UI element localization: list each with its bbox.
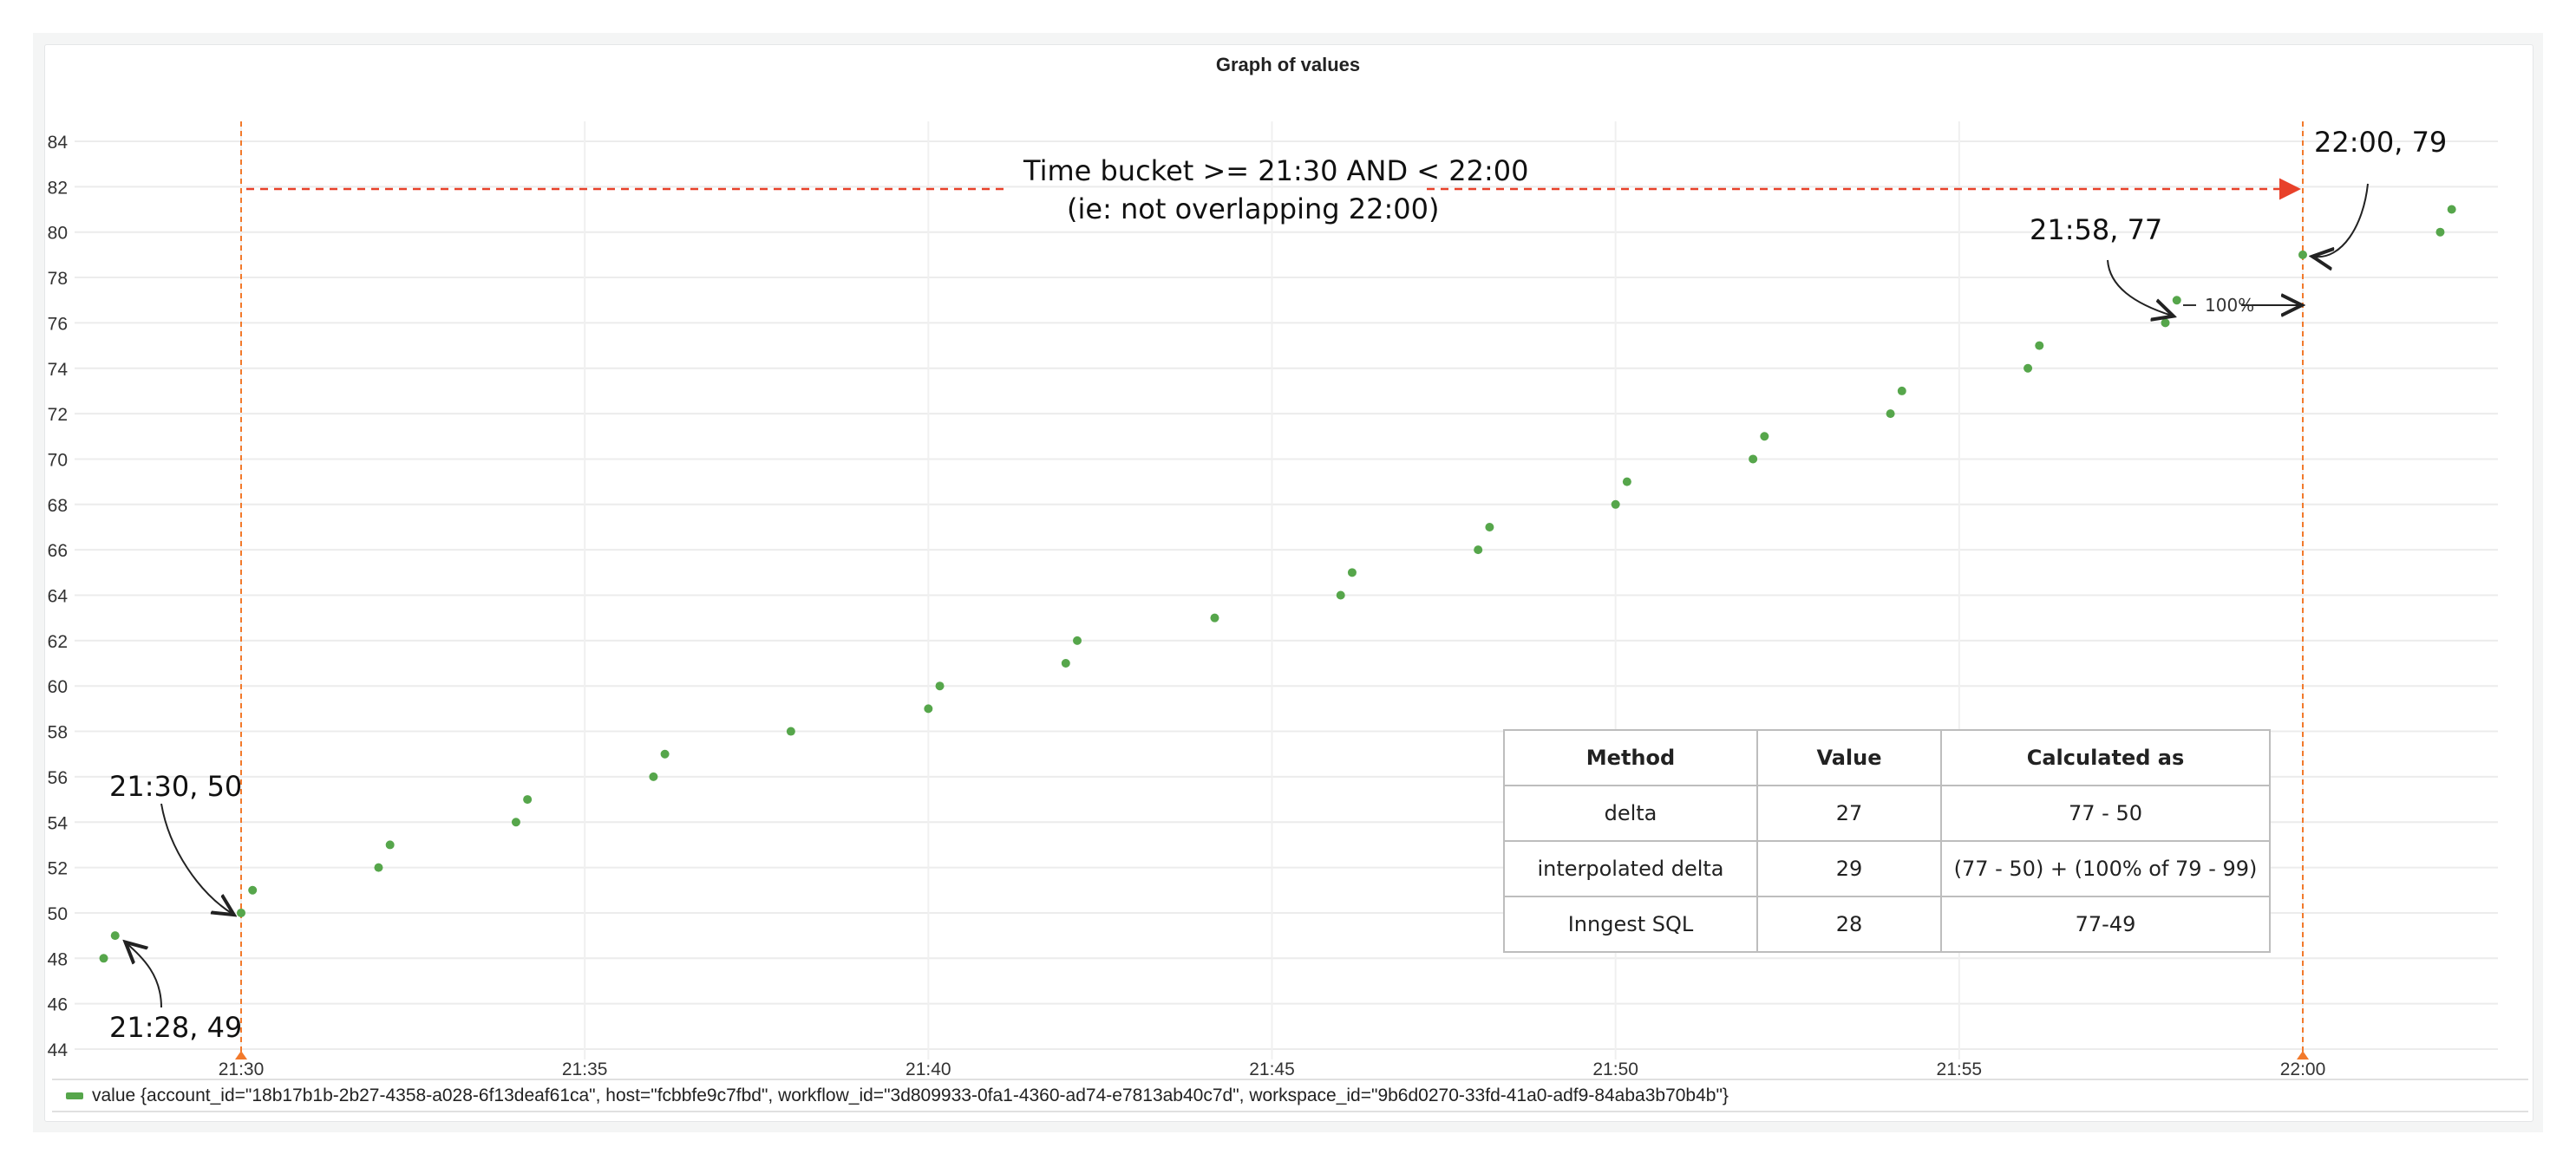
y-tick-label: 72 xyxy=(48,405,68,425)
legend-label: value {account_id="18b17b1b-2b27-4358-a0… xyxy=(92,1086,1729,1105)
time-marker-triangle xyxy=(2297,1051,2309,1059)
data-point xyxy=(1485,522,1494,531)
y-tick-label: 68 xyxy=(48,496,68,516)
data-point xyxy=(1210,613,1219,623)
cell-calculated: (77 - 50) + (100% of 79 - 99) xyxy=(1940,840,2271,897)
y-tick-label: 84 xyxy=(48,133,69,153)
data-point xyxy=(1073,636,1082,645)
arrow-2200 xyxy=(2314,183,2369,257)
y-tick-label: 48 xyxy=(48,949,68,969)
panel-title[interactable]: Graph of values xyxy=(1215,54,1361,75)
label-2130-50: 21:30, 50 xyxy=(109,770,243,803)
cell-value: 28 xyxy=(1756,896,1942,953)
x-tick-label: 21:40 xyxy=(906,1059,951,1079)
bucket-text-line1: Time bucket >= 21:30 AND < 22:00 xyxy=(1023,154,1529,187)
data-point xyxy=(374,863,383,872)
y-tick-label: 60 xyxy=(48,677,68,697)
header-method: Method xyxy=(1503,729,1758,786)
data-point xyxy=(935,681,945,691)
table-row: interpolated delta 29 (77 - 50) + (100% … xyxy=(1503,840,2271,897)
cell-calculated: 77 - 50 xyxy=(1940,785,2271,842)
label-2158-77: 21:58, 77 xyxy=(2030,213,2163,246)
table-row: Inngest SQL 28 77-49 xyxy=(1503,896,2271,953)
x-tick-label: 21:50 xyxy=(1592,1059,1638,1079)
y-tick-label: 64 xyxy=(48,587,69,607)
y-tick-label: 62 xyxy=(48,632,68,652)
header-value: Value xyxy=(1756,729,1942,786)
label-2128-49: 21:28, 49 xyxy=(109,1011,243,1044)
data-point xyxy=(1347,568,1357,577)
data-point xyxy=(786,727,795,736)
cell-method: delta xyxy=(1503,785,1758,842)
label-2200-79: 22:00, 79 xyxy=(2314,126,2448,159)
table-header-row: Method Value Calculated as xyxy=(1503,729,2271,786)
arrow-2130 xyxy=(160,803,232,914)
method-table: Method Value Calculated as delta 27 77 -… xyxy=(1503,729,2271,953)
data-point xyxy=(1474,545,1483,555)
y-tick-label: 76 xyxy=(48,314,68,334)
data-point xyxy=(1897,386,1906,395)
y-tick-label: 78 xyxy=(48,269,68,289)
x-tick-label: 21:30 xyxy=(219,1059,265,1079)
x-tick-label: 21:45 xyxy=(1249,1059,1295,1079)
y-tick-label: 82 xyxy=(48,178,68,198)
data-point xyxy=(385,840,395,850)
x-tick-label: 21:35 xyxy=(562,1059,608,1079)
data-point xyxy=(99,954,108,963)
header-calculated: Calculated as xyxy=(1940,729,2271,786)
data-point xyxy=(2172,296,2181,305)
cell-method: interpolated delta xyxy=(1503,840,1758,897)
y-tick-label: 54 xyxy=(48,813,69,833)
data-point xyxy=(523,795,533,805)
pct-label: 100% xyxy=(2205,295,2255,316)
data-point xyxy=(2435,227,2445,237)
y-tick-label: 46 xyxy=(48,995,68,1015)
data-point xyxy=(2298,250,2307,259)
time-marker-triangle xyxy=(235,1051,247,1059)
cell-calculated: 77-49 xyxy=(1940,896,2271,953)
arrow-2158 xyxy=(2107,259,2172,316)
cell-value: 29 xyxy=(1756,840,1942,897)
y-tick-label: 74 xyxy=(48,360,69,380)
data-point xyxy=(2161,318,2170,328)
bucket-text-line2: (ie: not overlapping 22:00) xyxy=(1067,192,1440,225)
x-tick-label: 22:00 xyxy=(2280,1059,2326,1079)
cell-method: Inngest SQL xyxy=(1503,896,1758,953)
data-point xyxy=(1886,409,1895,419)
y-tick-label: 50 xyxy=(48,904,68,924)
data-point xyxy=(511,818,520,827)
data-point xyxy=(924,704,933,714)
y-tick-label: 52 xyxy=(48,859,68,879)
data-point xyxy=(1061,659,1070,668)
cell-value: 27 xyxy=(1756,785,1942,842)
data-point xyxy=(1749,454,1758,464)
data-point xyxy=(1760,432,1769,441)
data-point xyxy=(2447,205,2456,214)
legend-item[interactable]: value {account_id="18b17b1b-2b27-4358-a0… xyxy=(66,1086,1729,1106)
x-tick-label: 21:55 xyxy=(1937,1059,1983,1079)
y-tick-label: 44 xyxy=(48,1040,69,1060)
y-tick-label: 80 xyxy=(48,224,68,244)
table-row: delta 27 77 - 50 xyxy=(1503,785,2271,842)
y-tick-label: 58 xyxy=(48,723,68,743)
legend-swatch xyxy=(66,1092,83,1099)
data-point xyxy=(237,908,245,917)
data-point xyxy=(1336,590,1345,600)
y-tick-label: 70 xyxy=(48,450,68,470)
arrow-2128 xyxy=(127,943,162,1008)
data-point xyxy=(248,885,258,895)
data-point xyxy=(2024,363,2033,373)
y-tick-label: 66 xyxy=(48,541,68,561)
data-point xyxy=(649,772,658,781)
data-point xyxy=(1622,477,1631,486)
data-point xyxy=(660,749,670,759)
data-point xyxy=(1611,499,1620,509)
data-point xyxy=(2035,341,2044,350)
data-point xyxy=(110,931,120,941)
y-tick-label: 56 xyxy=(48,768,68,788)
